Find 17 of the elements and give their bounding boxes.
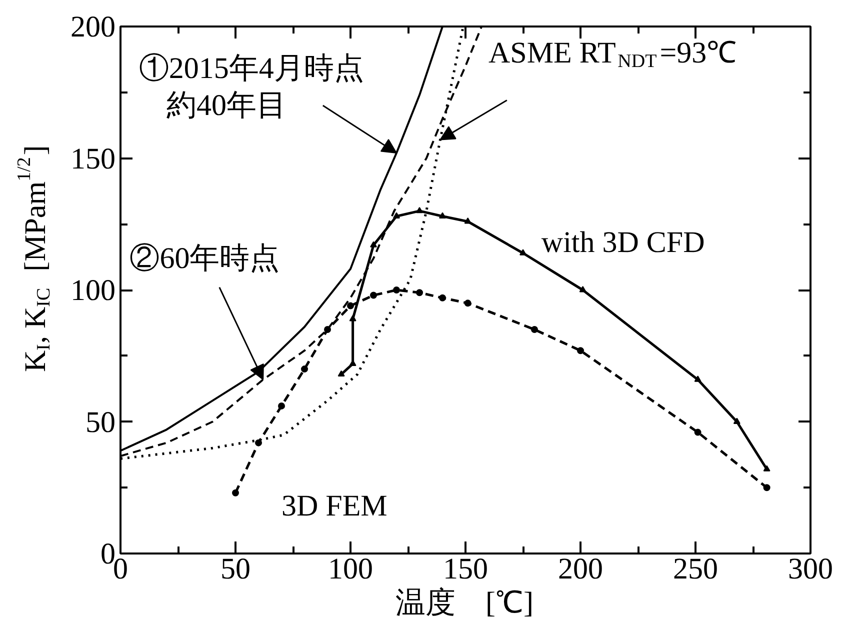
y-tick-label: 50 <box>86 406 116 439</box>
y-tick-label: 200 <box>70 10 116 44</box>
x-tick-label: 200 <box>558 552 603 586</box>
x-tick-label: 300 <box>788 552 833 586</box>
annotation: with 3D CFD <box>541 226 705 260</box>
annotation: 約40年目 <box>166 89 286 122</box>
x-axis-title: 温度 [℃] <box>396 586 534 620</box>
x-tick-label: 50 <box>220 552 250 586</box>
annotation: 3D FEM <box>282 490 388 523</box>
annotation: ②60年時点 <box>130 242 280 275</box>
y-tick-label: 150 <box>70 142 116 176</box>
y-axis-title: KI, KIC [MPam1/2] <box>14 145 55 372</box>
annotation: ①2015年4月時点 <box>138 52 364 86</box>
x-tick-label: 150 <box>443 552 488 586</box>
x-tick-label: 250 <box>673 552 718 586</box>
x-tick-label: 100 <box>328 552 373 586</box>
y-tick-label: 100 <box>70 274 116 307</box>
